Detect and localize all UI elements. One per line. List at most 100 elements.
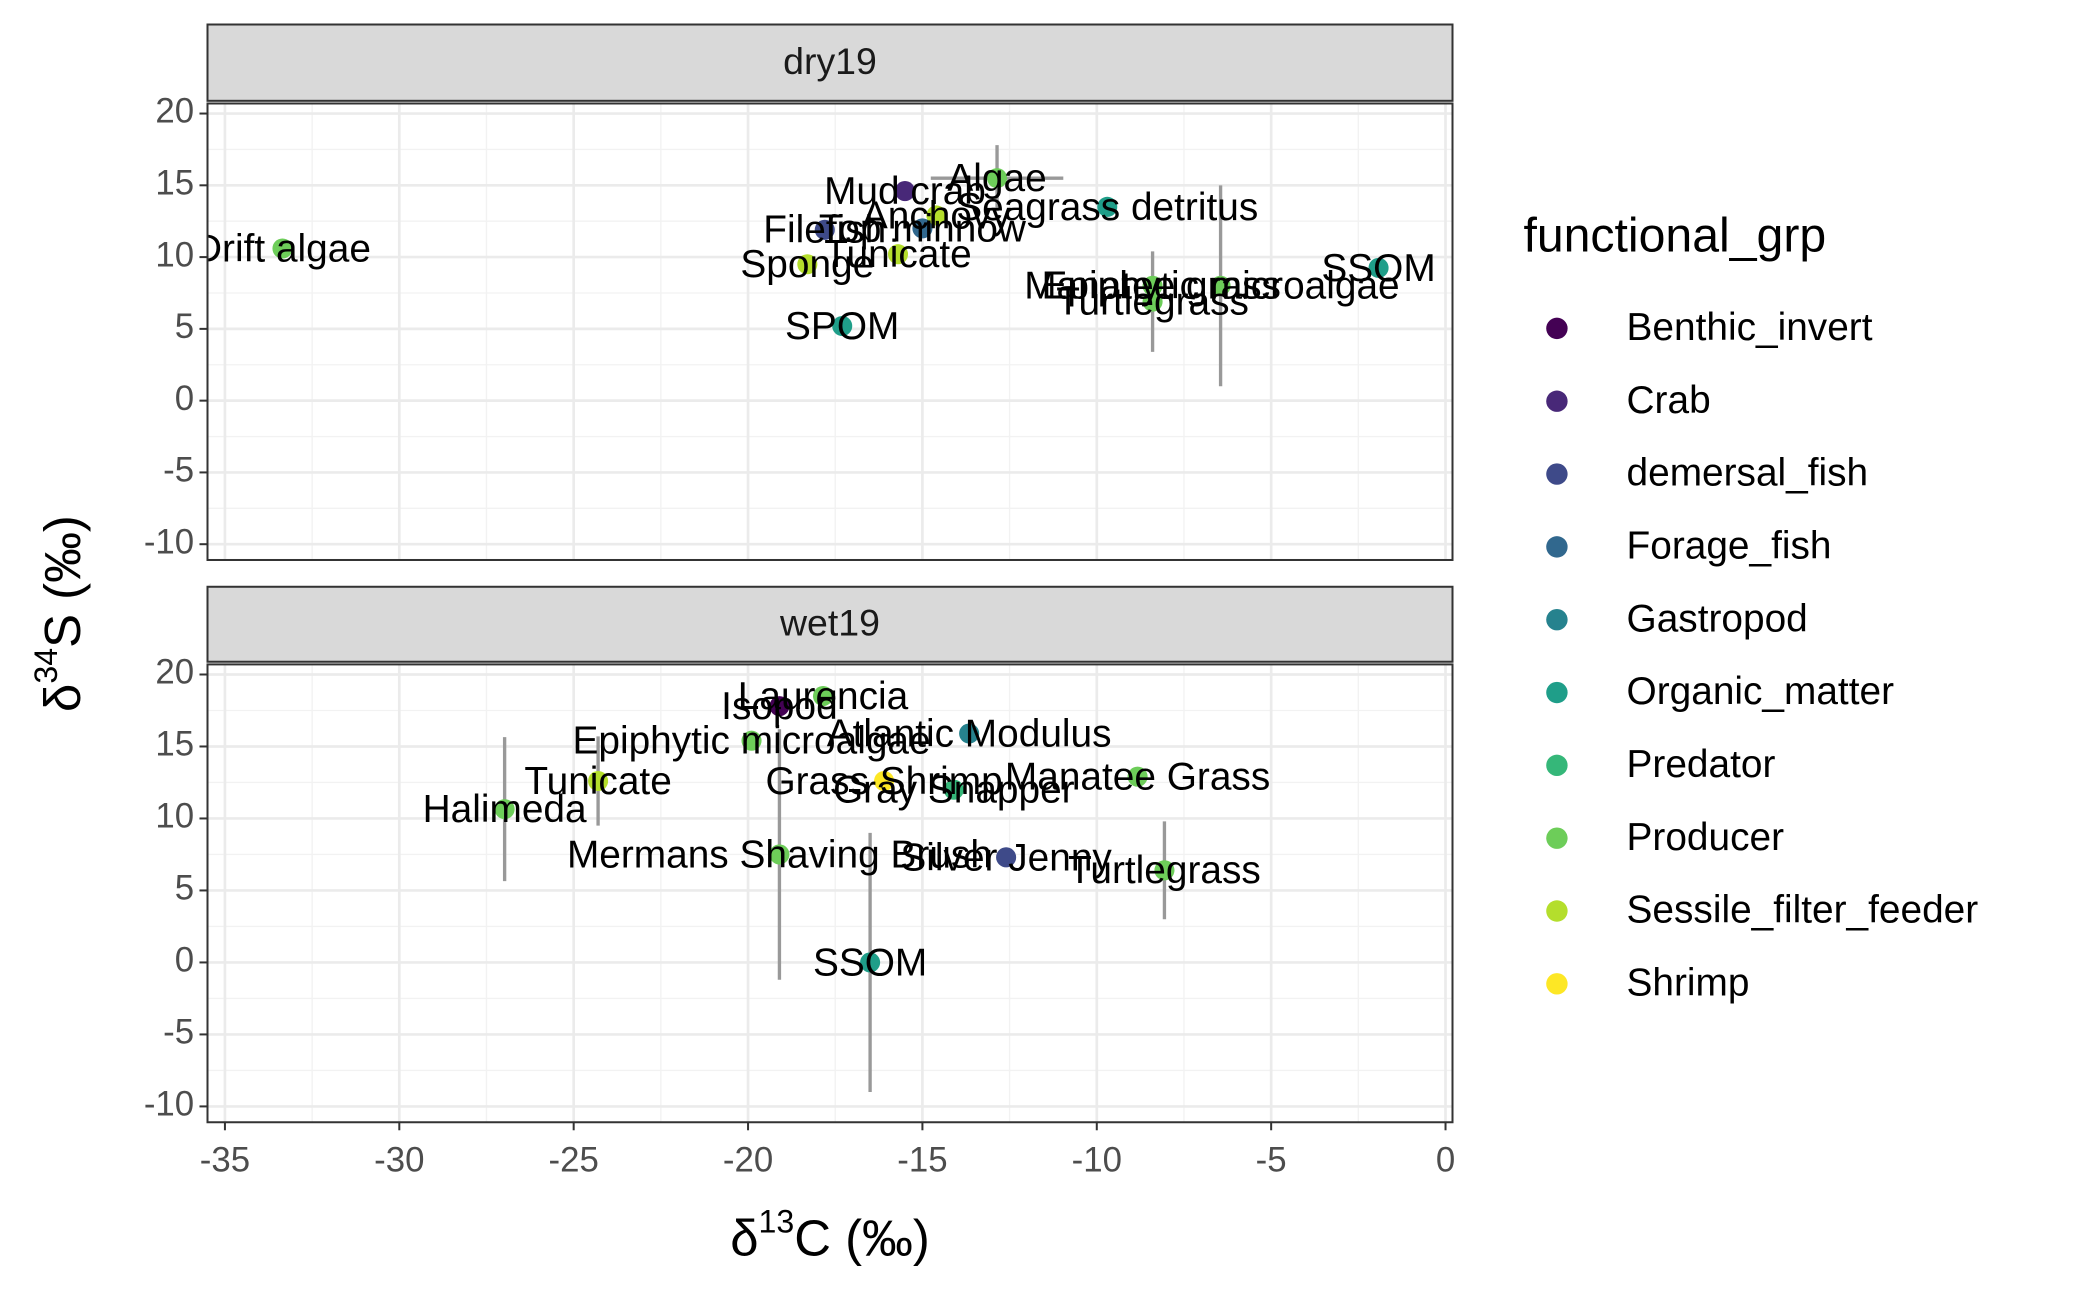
legend-label: demersal_fish: [1627, 452, 1869, 495]
y-tick-label: 0: [175, 941, 194, 980]
point-label: Drift algae: [194, 227, 371, 270]
x-tick-label: -25: [549, 1141, 599, 1180]
point: [1127, 766, 1148, 787]
legend-label: Benthic_invert: [1627, 306, 1873, 349]
point: [1154, 860, 1175, 881]
point: [1142, 291, 1163, 312]
point-label: Isopod: [721, 685, 838, 728]
y-axis-title-part: 34: [28, 648, 64, 684]
point-label: SSOM: [1321, 247, 1435, 290]
point: [588, 770, 609, 792]
y-tick-label: -10: [144, 1085, 194, 1124]
x-axis-title-part: δ: [730, 1210, 758, 1267]
point: [812, 686, 834, 707]
point: [769, 844, 790, 865]
point-label: Seagrass detritus: [956, 186, 1258, 229]
point: [1142, 275, 1163, 296]
point-label: Grass Shrimp: [765, 760, 1002, 803]
x-tick-label: -5: [1256, 1141, 1287, 1180]
point-label: Silver Jenny: [900, 836, 1112, 879]
point: [494, 799, 515, 820]
legend-label: Forage_fish: [1627, 524, 1832, 567]
point-label: Sponge: [740, 243, 874, 286]
y-tick-label: 10: [155, 235, 194, 274]
point-label: Manatee Grass: [1005, 756, 1270, 799]
legend-swatch: [1546, 827, 1568, 849]
point: [814, 219, 835, 240]
panel-border: [206, 663, 1454, 1124]
point: [769, 696, 790, 717]
point-label: Filefish: [763, 209, 886, 252]
y-tick-label: 5: [175, 307, 194, 346]
strip-label: dry19: [783, 40, 877, 82]
point-label: Atlantic Modulus: [827, 712, 1112, 755]
point: [887, 244, 909, 265]
point-label: SSOM: [813, 941, 927, 984]
strip: [206, 23, 1454, 102]
point: [926, 205, 947, 226]
point-label: Gray Snapper: [833, 769, 1075, 812]
x-tick-label: -35: [200, 1141, 250, 1180]
x-axis-title: δ13C (‰): [730, 1204, 930, 1267]
legend-swatch: [1546, 536, 1568, 558]
point: [1097, 196, 1118, 217]
point-label: Mud crab: [824, 170, 986, 213]
strip: [206, 585, 1454, 663]
point: [1210, 275, 1231, 296]
point-label: Tunicate: [824, 233, 971, 276]
x-axis-title-part: C (‰): [794, 1210, 930, 1267]
point: [860, 952, 881, 973]
legend-swatch: [1546, 463, 1568, 485]
y-tick-label: 10: [155, 797, 194, 836]
y-tick-label: 0: [175, 379, 194, 418]
legend-label: Crab: [1627, 379, 1711, 422]
point-label: Turtlegrass: [1056, 281, 1249, 324]
x-tick-label: 0: [1436, 1141, 1455, 1180]
legend-label: Predator: [1627, 743, 1776, 786]
y-tick-label: 15: [155, 164, 194, 203]
y-tick-label: 15: [155, 725, 194, 764]
point-label: Epiphytic microalgae: [572, 720, 930, 763]
point: [272, 238, 293, 259]
y-tick-label: 20: [155, 653, 194, 692]
point: [943, 779, 964, 800]
legend-swatch: [1546, 681, 1568, 704]
panel-border: [206, 102, 1454, 561]
x-tick-label: -15: [897, 1141, 947, 1180]
strip-label: wet19: [779, 601, 880, 643]
point-label: Halimeda: [423, 788, 587, 831]
point-label: Epiphytic microalgae: [1042, 265, 1400, 308]
point: [797, 254, 818, 275]
point-label: Tunicate: [524, 760, 671, 803]
point: [996, 847, 1017, 868]
point-label: Top minnow: [819, 207, 1027, 250]
y-axis-title: δ34S (‰): [28, 515, 91, 712]
point-label: SPOM: [785, 305, 899, 348]
y-axis-title-part: δ: [34, 684, 91, 712]
x-axis-title-part: 13: [758, 1204, 794, 1240]
y-tick-label: -5: [163, 1013, 194, 1052]
point-label: Algae: [947, 157, 1046, 200]
point-label: Manatee grass: [1024, 265, 1281, 308]
legend-label: Sessile_filter_feeder: [1627, 889, 1979, 932]
legend-label: Shrimp: [1627, 961, 1750, 1004]
legend-swatch: [1546, 754, 1568, 777]
x-tick-label: -30: [374, 1141, 424, 1180]
point-label: Mermans Shaving Brush: [567, 833, 992, 876]
y-axis-title-part: S (‰): [34, 515, 91, 648]
legend-swatch: [1546, 900, 1568, 922]
point: [987, 168, 1008, 189]
point: [1368, 257, 1389, 278]
point: [894, 181, 916, 202]
y-tick-label: -10: [144, 522, 194, 561]
legend-swatch: [1546, 317, 1568, 340]
y-tick-label: -5: [163, 451, 194, 490]
point: [741, 730, 762, 751]
legend-title: functional_grp: [1523, 208, 1826, 262]
y-tick-label: 5: [175, 869, 194, 908]
point: [912, 218, 933, 239]
